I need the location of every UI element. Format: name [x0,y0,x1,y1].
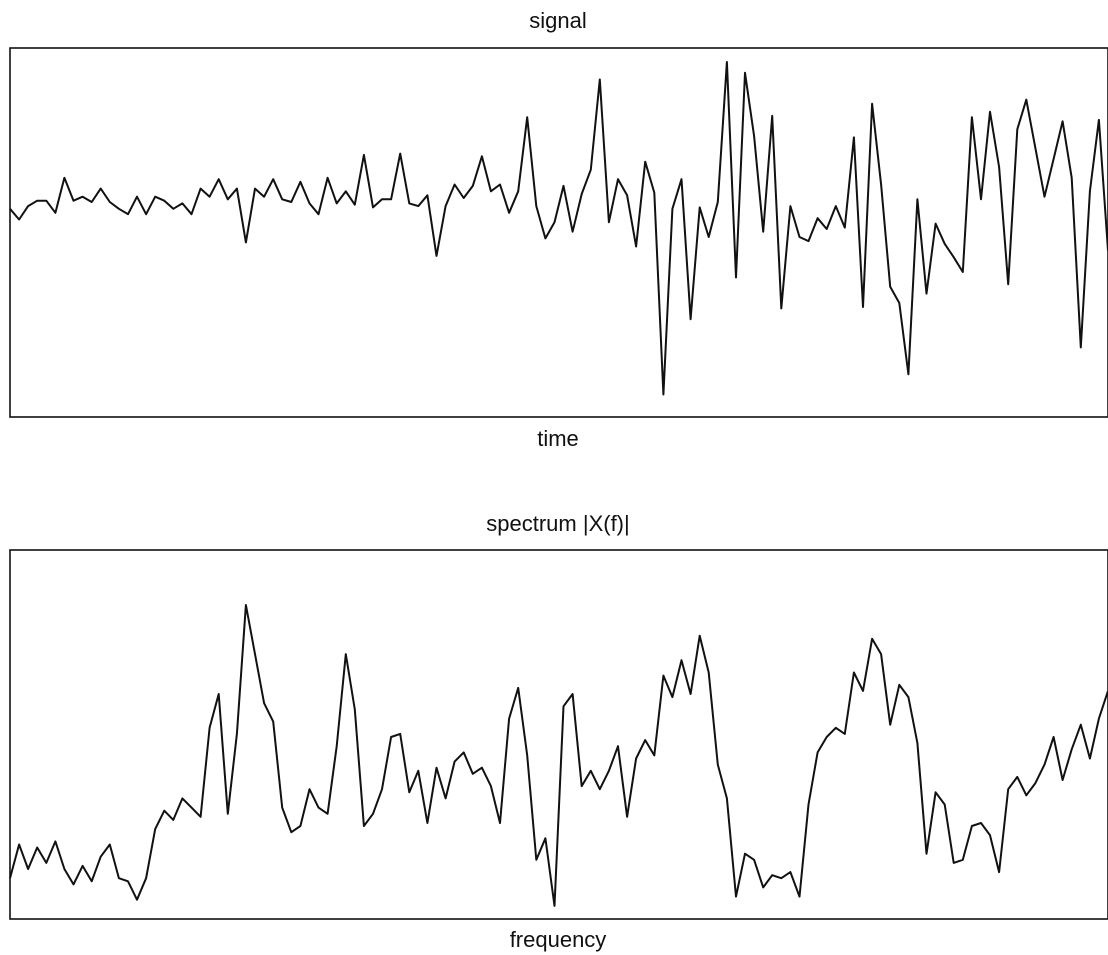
signal-plot-frame [9,47,1108,418]
spectrum-xlabel: frequency [510,927,607,952]
signal-xlabel: time [537,426,579,451]
signal-line [9,61,1108,396]
spectrum-plot-frame [9,549,1108,920]
spectrum-line [9,604,1108,907]
signal-title: signal [529,8,586,33]
spectrum-title: spectrum |X(f)| [486,511,629,536]
